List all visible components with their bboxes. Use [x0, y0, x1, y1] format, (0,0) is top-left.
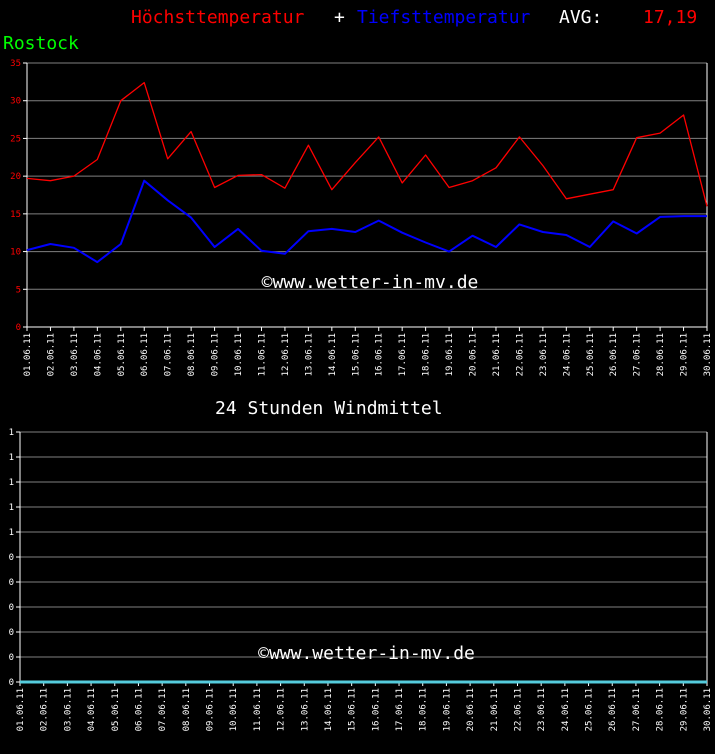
x-tick-label: 22.06.11 — [515, 333, 525, 376]
min-temp-line — [26, 179, 707, 264]
y-tick-label: 0 — [16, 323, 21, 333]
x-tick-label: 18.06.11 — [422, 333, 432, 376]
x-tick-label: 09.06.11 — [211, 333, 221, 376]
x-tick-label: 02.06.11 — [40, 688, 50, 731]
y-tick-label: 10 — [10, 248, 21, 258]
x-tick-label: 15.06.11 — [351, 333, 361, 376]
avg-value: 17,19 — [643, 7, 697, 28]
station-name: Rostock — [3, 33, 79, 54]
wind-chart-title: 24 Stunden Windmittel — [215, 398, 443, 419]
x-tick-label: 14.06.11 — [328, 333, 338, 376]
x-tick-label: 11.06.11 — [253, 688, 263, 731]
max-temp-line — [26, 81, 708, 207]
y-tick-label: 0 — [9, 553, 14, 563]
x-tick-label: 25.06.11 — [586, 333, 596, 376]
x-tick-label: 04.06.11 — [87, 688, 97, 731]
x-tick-label: 01.06.11 — [16, 688, 26, 731]
x-tick-label: 22.06.11 — [513, 688, 523, 731]
x-tick-label: 01.06.11 — [23, 333, 33, 376]
x-tick-label: 27.06.11 — [633, 333, 643, 376]
y-tick-label: 5 — [16, 285, 21, 295]
watermark: ©www.wetter-in-mv.de — [262, 272, 479, 293]
y-tick-label: 1 — [9, 528, 14, 538]
x-tick-label: 15.06.11 — [348, 688, 358, 731]
y-tick-label: 1 — [9, 453, 14, 463]
x-tick-label: 27.06.11 — [632, 688, 642, 731]
x-tick-label: 08.06.11 — [187, 333, 197, 376]
x-tick-label: 30.06.11 — [703, 688, 713, 731]
y-tick-label: 0 — [9, 603, 14, 613]
x-tick-label: 09.06.11 — [206, 688, 216, 731]
x-tick-label: 19.06.11 — [442, 688, 452, 731]
x-tick-label: 28.06.11 — [656, 688, 666, 731]
x-tick-label: 21.06.11 — [492, 333, 502, 376]
wind-chart: 0 0 0 0 0 0 1 1 1 1 1 01.06.11 02.06.11 03.06.11 04.06… — [9, 428, 713, 731]
x-tick-label: 03.06.11 — [70, 333, 80, 376]
x-tick-label: 16.06.11 — [371, 688, 381, 731]
max-legend: Höchsttemperatur — [131, 7, 305, 28]
x-tick-label: 21.06.11 — [490, 688, 500, 731]
x-tick-label: 20.06.11 — [469, 333, 479, 376]
x-tick-label: 07.06.11 — [164, 333, 174, 376]
x-tick-label: 11.06.11 — [257, 333, 267, 376]
x-tick-label: 20.06.11 — [466, 688, 476, 731]
x-tick-label: 23.06.11 — [537, 688, 547, 731]
y-tick-label: 0 — [9, 628, 14, 638]
y-tick-label: 0 — [9, 678, 14, 688]
x-tick-label: 17.06.11 — [395, 688, 405, 731]
x-tick-label: 18.06.11 — [419, 688, 429, 731]
x-tick-label: 24.06.11 — [561, 688, 571, 731]
y-tick-label: 20 — [10, 172, 21, 182]
x-tick-label: 06.06.11 — [134, 688, 144, 731]
avg-label: AVG: — [559, 7, 602, 28]
y-tick-label: 0 — [9, 578, 14, 588]
x-tick-label: 25.06.11 — [585, 688, 595, 731]
x-tick-label: 29.06.11 — [680, 333, 690, 376]
x-tick-label: 05.06.11 — [111, 688, 121, 731]
watermark: ©www.wetter-in-mv.de — [258, 643, 475, 664]
y-tick-label: 15 — [10, 210, 21, 220]
x-tick-label: 05.06.11 — [117, 333, 127, 376]
x-tick-label: 30.06.11 — [703, 333, 713, 376]
x-tick-label: 10.06.11 — [229, 688, 239, 731]
y-tick-label: 0 — [9, 653, 14, 663]
x-tick-label: 03.06.11 — [63, 688, 73, 731]
x-tick-label: 16.06.11 — [375, 333, 385, 376]
x-tick-label: 08.06.11 — [182, 688, 192, 731]
header-legend: Höchsttemperatur + Tiefsttemperatur AVG:… — [131, 7, 697, 28]
x-tick-label: 29.06.11 — [679, 688, 689, 731]
y-tick-label: 25 — [10, 134, 21, 144]
x-tick-label: 04.06.11 — [93, 333, 103, 376]
y-tick-label: 30 — [10, 97, 21, 107]
x-tick-label: 02.06.11 — [46, 333, 56, 376]
x-tick-label: 24.06.11 — [562, 333, 572, 376]
x-tick-label: 07.06.11 — [158, 688, 168, 731]
y-tick-label: 1 — [9, 478, 14, 488]
x-tick-label: 23.06.11 — [539, 333, 549, 376]
x-tick-label: 26.06.11 — [608, 688, 618, 731]
x-tick-label: 06.06.11 — [140, 333, 150, 376]
y-tick-label: 35 — [10, 59, 21, 69]
x-tick-label: 26.06.11 — [609, 333, 619, 376]
x-tick-label: 12.06.11 — [281, 333, 291, 376]
y-tick-label: 1 — [9, 503, 14, 513]
x-tick-label: 17.06.11 — [398, 333, 408, 376]
x-tick-label: 19.06.11 — [445, 333, 455, 376]
x-tick-label: 28.06.11 — [656, 333, 666, 376]
y-tick-label: 1 — [9, 428, 14, 438]
x-tick-label: 13.06.11 — [300, 688, 310, 731]
x-tick-label: 13.06.11 — [304, 333, 314, 376]
plus-sign: + — [334, 7, 345, 28]
x-tick-label: 10.06.11 — [234, 333, 244, 376]
x-tick-label: 14.06.11 — [324, 688, 334, 731]
temperature-chart: 0 5 10 15 20 25 30 35 01.06.11 02.06.11 03.06.11 04… — [10, 59, 713, 376]
x-tick-label: 12.06.11 — [277, 688, 287, 731]
min-legend: Tiefsttemperatur — [357, 7, 531, 28]
